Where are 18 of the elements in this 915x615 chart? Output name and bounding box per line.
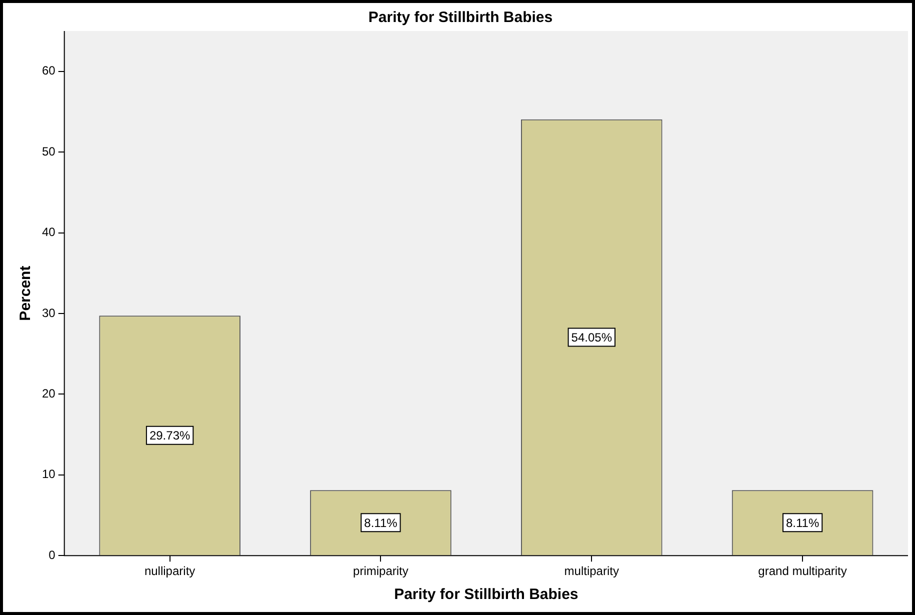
x-tick-label: multiparity <box>564 564 619 578</box>
y-tick-label: 10 <box>42 467 56 482</box>
y-axis-title: Percent <box>17 266 34 321</box>
data-label: 8.11% <box>364 516 398 530</box>
y-tick-label: 60 <box>42 64 56 78</box>
data-label: 29.73% <box>149 428 190 443</box>
x-tick-label: grand multiparity <box>758 564 847 578</box>
chart-title: Parity for Stillbirth Babies <box>368 9 553 26</box>
y-tick-label: 50 <box>42 144 56 158</box>
data-label: 54.05% <box>571 330 612 345</box>
x-axis-title: Parity for Stillbirth Babies <box>394 586 578 604</box>
data-label: 8.11% <box>786 516 820 530</box>
y-tick-label: 20 <box>42 386 56 400</box>
x-tick-label: nulliparity <box>144 564 196 578</box>
y-tick-label: 30 <box>42 306 56 320</box>
y-tick-label: 0 <box>48 548 56 562</box>
x-tick-label: primiparity <box>353 564 408 578</box>
y-tick-label: 40 <box>42 225 56 240</box>
